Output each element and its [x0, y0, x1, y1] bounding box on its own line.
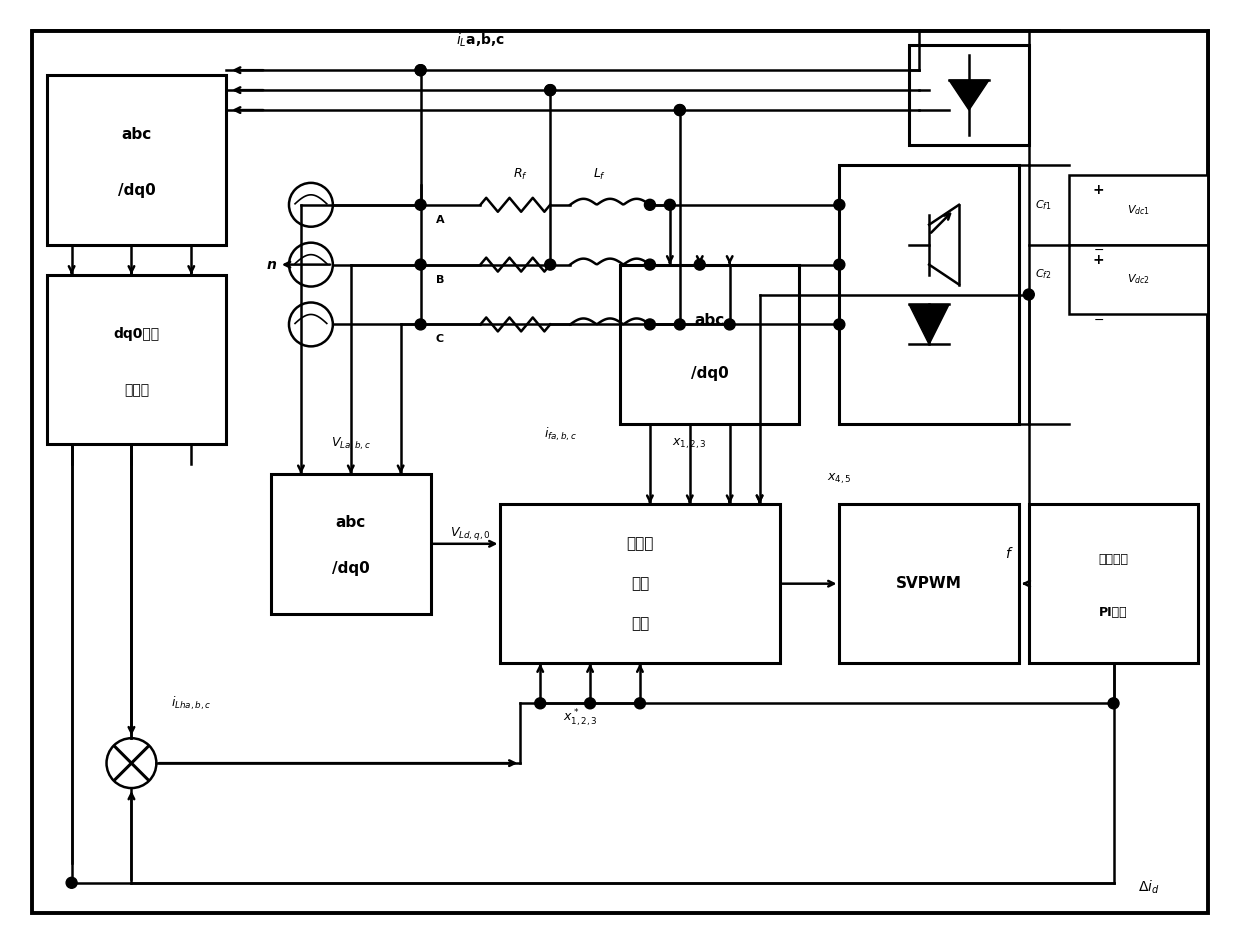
Circle shape: [665, 199, 676, 211]
Circle shape: [675, 105, 686, 115]
Text: 外环电压: 外环电压: [1099, 553, 1128, 566]
Text: $R_f$: $R_f$: [513, 167, 528, 182]
Circle shape: [415, 199, 427, 211]
Bar: [272, 474, 430, 614]
Text: abc: abc: [122, 127, 151, 142]
Text: B: B: [435, 275, 444, 284]
Circle shape: [645, 319, 656, 329]
Bar: [47, 275, 226, 444]
Text: dq0谐波: dq0谐波: [113, 327, 160, 341]
Bar: [501, 504, 780, 664]
Circle shape: [833, 260, 844, 270]
Text: $i_{L}$a,b,c: $i_{L}$a,b,c: [456, 31, 505, 49]
Text: $-$: $-$: [1092, 313, 1104, 326]
Text: SVPWM: SVPWM: [897, 576, 962, 591]
Text: abc: abc: [336, 515, 366, 531]
Bar: [1029, 504, 1198, 664]
Text: PI控制: PI控制: [1099, 606, 1128, 619]
Text: $i_{fa,b,c}$: $i_{fa,b,c}$: [543, 426, 577, 443]
Text: $C_{f1}$: $C_{f1}$: [1035, 198, 1052, 211]
Text: $x_{4,5}$: $x_{4,5}$: [827, 472, 852, 486]
Text: $V_{dc1}$: $V_{dc1}$: [1127, 203, 1149, 217]
Bar: [839, 504, 1019, 664]
Text: 设计的: 设计的: [626, 536, 653, 551]
Text: /dq0: /dq0: [332, 562, 370, 577]
Text: $V_{Ld,q,0}$: $V_{Ld,q,0}$: [450, 525, 491, 542]
Text: $i_{Lha,b,c}$: $i_{Lha,b,c}$: [171, 695, 212, 712]
Polygon shape: [949, 80, 990, 110]
Text: $V_{La,b,c}$: $V_{La,b,c}$: [331, 436, 371, 452]
Bar: [1069, 244, 1208, 314]
Text: $C_{f2}$: $C_{f2}$: [1035, 268, 1052, 281]
Circle shape: [724, 319, 735, 329]
Text: $-$: $-$: [1092, 244, 1104, 256]
Polygon shape: [909, 305, 949, 345]
Text: +: +: [1092, 183, 1105, 197]
Circle shape: [534, 698, 546, 709]
Text: 函数: 函数: [631, 616, 649, 631]
Text: +: +: [1092, 253, 1105, 266]
Text: /dq0: /dq0: [691, 365, 729, 380]
Text: $x^*_{1,2,3}$: $x^*_{1,2,3}$: [563, 708, 598, 729]
Text: $x_{1,2,3}$: $x_{1,2,3}$: [672, 437, 707, 451]
Circle shape: [675, 105, 686, 115]
Circle shape: [544, 85, 556, 95]
Circle shape: [584, 698, 595, 709]
Text: $f$: $f$: [1004, 547, 1013, 562]
Bar: [47, 76, 226, 244]
Text: /dq0: /dq0: [118, 183, 155, 198]
Text: A: A: [435, 214, 444, 225]
Circle shape: [635, 698, 646, 709]
Circle shape: [694, 260, 706, 270]
Text: $L_f$: $L_f$: [594, 167, 606, 182]
Bar: [1069, 175, 1208, 244]
Circle shape: [1023, 289, 1034, 300]
Circle shape: [833, 319, 844, 329]
Circle shape: [1109, 698, 1118, 709]
Circle shape: [645, 260, 656, 270]
Circle shape: [675, 319, 686, 329]
Circle shape: [415, 65, 427, 76]
Text: $\Delta i_d$: $\Delta i_d$: [1137, 879, 1159, 897]
Circle shape: [645, 199, 656, 211]
Circle shape: [833, 199, 844, 211]
Bar: [909, 45, 1029, 145]
Circle shape: [66, 877, 77, 888]
Circle shape: [415, 65, 427, 76]
Bar: [839, 165, 1019, 424]
Text: abc: abc: [694, 313, 725, 328]
Circle shape: [544, 85, 556, 95]
Text: 开关: 开关: [631, 576, 649, 591]
Text: C: C: [435, 334, 444, 345]
Text: $V_{dc2}$: $V_{dc2}$: [1127, 273, 1149, 286]
Text: n: n: [267, 258, 277, 272]
Circle shape: [415, 260, 427, 270]
Circle shape: [544, 260, 556, 270]
Bar: [620, 264, 800, 424]
Text: 检测法: 检测法: [124, 383, 149, 396]
Circle shape: [415, 319, 427, 329]
